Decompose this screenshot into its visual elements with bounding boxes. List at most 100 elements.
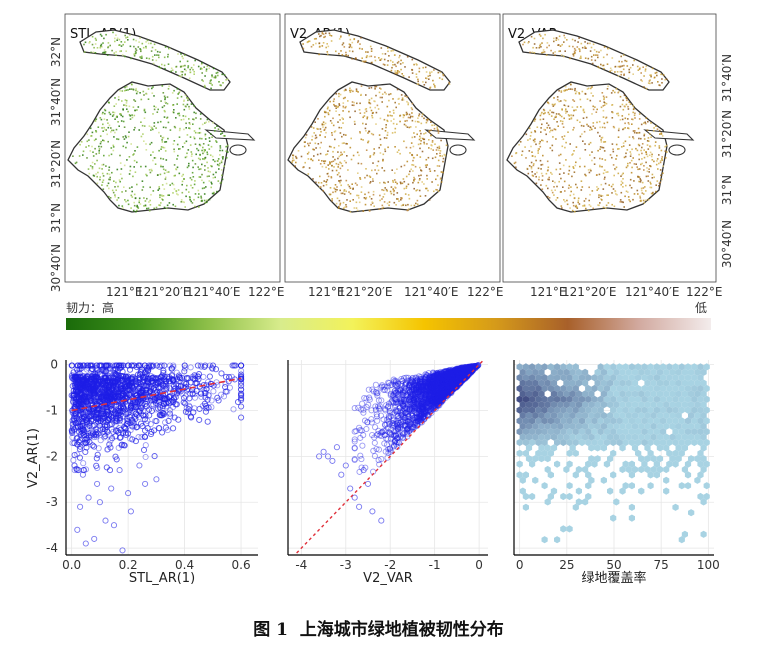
scatter-point bbox=[75, 418, 82, 425]
scatter-point bbox=[124, 382, 131, 389]
scatter-point bbox=[77, 391, 84, 398]
scatter-point bbox=[148, 407, 155, 414]
scatter-point bbox=[238, 376, 245, 383]
scatter-point bbox=[106, 381, 113, 388]
scatter-point bbox=[75, 394, 82, 402]
scatter-point bbox=[86, 422, 93, 429]
scatter-point bbox=[138, 401, 145, 408]
scatter-point bbox=[109, 392, 116, 399]
scatter-point bbox=[97, 420, 104, 427]
scatter-point bbox=[119, 547, 126, 554]
scatter-point bbox=[195, 376, 202, 383]
scatter-point bbox=[110, 382, 117, 389]
scatter-point bbox=[103, 393, 110, 401]
scatter-point bbox=[122, 373, 129, 380]
scatter-point bbox=[176, 375, 184, 382]
scatter-point bbox=[73, 379, 80, 386]
scatter-point bbox=[74, 376, 81, 383]
scatter-point bbox=[80, 432, 87, 439]
scatter-point bbox=[201, 363, 208, 370]
lat-tick: 31°20′N bbox=[720, 110, 734, 158]
scatter-point bbox=[82, 393, 89, 400]
scatter-point bbox=[112, 373, 119, 380]
scatter-point bbox=[104, 362, 111, 369]
scatter-point bbox=[80, 467, 87, 474]
scatter-point bbox=[102, 381, 109, 389]
scatter-point bbox=[173, 369, 180, 376]
scatter-point bbox=[72, 387, 80, 394]
scatter-point bbox=[135, 362, 142, 369]
scatter-point bbox=[83, 432, 90, 439]
scatter-point bbox=[75, 394, 82, 401]
scatter-point bbox=[136, 374, 143, 381]
scatter-point bbox=[69, 429, 76, 436]
scatter-point bbox=[119, 390, 127, 397]
scatter-point bbox=[209, 365, 216, 372]
scatter-point bbox=[118, 383, 125, 390]
scatter-point bbox=[96, 390, 103, 398]
scatter-point bbox=[182, 383, 190, 390]
scatter-point bbox=[126, 391, 133, 398]
scatter-point bbox=[162, 424, 169, 431]
scatter-point bbox=[147, 431, 155, 438]
scatter-point bbox=[84, 409, 91, 416]
scatter-point bbox=[181, 368, 188, 375]
scatter-point bbox=[93, 411, 101, 418]
scatter-point bbox=[124, 385, 131, 392]
scatter-point bbox=[74, 376, 81, 383]
scatter-point bbox=[127, 427, 134, 434]
scatter-point bbox=[115, 372, 122, 379]
scatter-point bbox=[185, 375, 192, 382]
scatter-point bbox=[113, 378, 120, 386]
scatter-point bbox=[86, 438, 93, 446]
scatter-point bbox=[75, 383, 82, 391]
scatter-point bbox=[170, 377, 177, 384]
scatter-point bbox=[134, 399, 141, 406]
scatter-point bbox=[140, 407, 147, 414]
y-tick-label: -4 bbox=[46, 541, 58, 555]
scatter-point bbox=[99, 384, 107, 392]
scatter-point bbox=[204, 418, 211, 425]
scatter-point bbox=[82, 376, 89, 383]
scatter-point bbox=[120, 418, 127, 425]
scatter-point bbox=[181, 384, 188, 391]
scatter-point bbox=[74, 381, 81, 388]
scatter-point bbox=[145, 389, 152, 396]
scatter-point bbox=[142, 400, 149, 407]
scatter-point bbox=[82, 436, 89, 443]
scatter-point bbox=[103, 423, 110, 430]
scatter-point bbox=[136, 390, 143, 397]
scatter-point bbox=[150, 380, 157, 387]
scatter-point bbox=[73, 396, 80, 403]
scatter-point bbox=[109, 401, 116, 408]
scatter-point bbox=[80, 380, 87, 388]
scatter-point bbox=[76, 446, 83, 453]
scatter-point bbox=[81, 414, 88, 421]
scatter-point bbox=[69, 428, 76, 435]
scatter-point bbox=[83, 435, 90, 442]
scatter-point bbox=[238, 386, 245, 393]
scatter-point bbox=[96, 394, 103, 401]
scatter-point bbox=[102, 426, 109, 433]
scatter-point bbox=[160, 396, 167, 403]
scatter-point bbox=[136, 414, 143, 421]
scatter-point bbox=[218, 370, 225, 377]
scatter-point bbox=[133, 364, 140, 371]
small-island bbox=[668, 144, 686, 156]
scatter-point bbox=[99, 393, 106, 400]
scatter-point bbox=[77, 374, 84, 381]
scatter-point bbox=[70, 391, 77, 398]
lon-tick: 121°E bbox=[106, 285, 143, 299]
scatter-point bbox=[95, 418, 102, 425]
scatter-point bbox=[206, 362, 213, 369]
scatter-point bbox=[145, 396, 152, 403]
scatter-point bbox=[159, 410, 166, 417]
scatter-point bbox=[91, 535, 98, 542]
scatter-point bbox=[101, 422, 108, 429]
scatter-point bbox=[143, 368, 150, 375]
scatter-point bbox=[106, 383, 113, 390]
scatter-point bbox=[103, 382, 110, 389]
scatter-point bbox=[153, 476, 160, 483]
scatter-point bbox=[78, 383, 85, 390]
scatter-point bbox=[148, 401, 155, 408]
